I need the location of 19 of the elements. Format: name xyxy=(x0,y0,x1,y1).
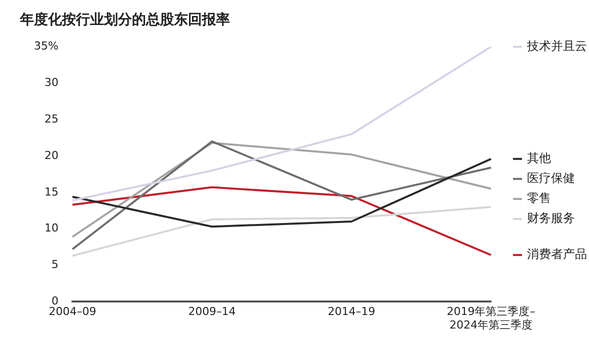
x-tick-label: 2019年第三季度–2024年第三季度 xyxy=(446,305,536,332)
y-tick-label: 25 xyxy=(44,112,58,126)
y-tick-label: 35% xyxy=(34,40,58,53)
x-tick-label: 2014–19 xyxy=(328,305,376,318)
legend-label: 其他 xyxy=(527,151,551,166)
x-tick-label: 2009–14 xyxy=(188,305,236,318)
legend-label: 技术并且云 xyxy=(526,38,587,53)
legend-label: 财务服务 xyxy=(527,211,575,226)
y-tick-label: 20 xyxy=(44,148,58,162)
legend-label: 零售 xyxy=(527,191,551,206)
y-tick-label: 30 xyxy=(44,76,58,90)
chart-title: 年度化按行业划分的总股东回报率 xyxy=(19,11,230,28)
legend-label: 医疗保健 xyxy=(527,171,575,186)
y-tick-label: 10 xyxy=(44,222,58,235)
y-tick-label: 15 xyxy=(44,185,58,198)
y-tick-label: 5 xyxy=(51,258,58,272)
x-tick-label: 2004–09 xyxy=(48,305,96,318)
legend-label: 消费者产品 xyxy=(527,247,587,262)
y-tick-label: 0 xyxy=(51,294,58,308)
